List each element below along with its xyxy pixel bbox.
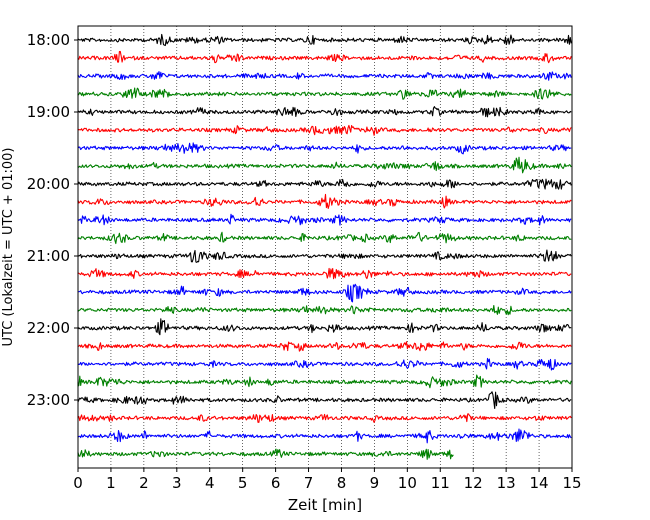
trace-line	[77, 374, 572, 389]
trace-line	[77, 142, 572, 155]
trace-line	[77, 213, 572, 226]
trace-line	[77, 341, 572, 352]
trace-line	[77, 267, 572, 280]
trace-line	[77, 71, 572, 81]
y-tick-label: 18:00	[27, 31, 70, 49]
x-tick-label: 13	[497, 474, 516, 492]
x-tick-label: 15	[562, 474, 581, 492]
y-tick-label: 19:00	[27, 103, 70, 121]
y-tick-label: 23:00	[27, 391, 70, 409]
y-tick-label: 20:00	[27, 175, 70, 193]
x-tick-label: 10	[398, 474, 417, 492]
seismogram-traces	[77, 33, 572, 460]
trace-line	[77, 231, 572, 245]
x-tick-label: 5	[238, 474, 248, 492]
x-tick-label: 4	[205, 474, 215, 492]
trace-line	[77, 283, 572, 303]
x-tick-label: 1	[106, 474, 116, 492]
trace-line	[77, 413, 572, 423]
x-tick-label: 14	[530, 474, 549, 492]
y-axis-label: UTC (Lokalzeit = UTC + 01:00)	[1, 148, 16, 347]
x-tick-label: 0	[73, 474, 83, 492]
trace-line	[77, 124, 572, 136]
trace-line	[77, 304, 572, 316]
trace-line	[77, 318, 572, 336]
trace-line	[77, 87, 572, 100]
y-axis-ticks: 18:00 19:00 20:00 21:00 22:00 23:00	[27, 31, 78, 409]
x-tick-label: 7	[304, 474, 314, 492]
x-tick-label: 12	[464, 474, 483, 492]
x-axis-label: Zeit [min]	[288, 496, 362, 514]
trace-line	[77, 448, 454, 460]
x-axis-ticks: 0 1 2 3 4 5 6 7 8 9 10 11 12 13 14 15	[73, 468, 582, 492]
trace-line	[77, 106, 572, 118]
x-tick-label: 9	[370, 474, 380, 492]
x-tick-label: 6	[271, 474, 281, 492]
x-tick-label: 8	[337, 474, 347, 492]
trace-line	[77, 33, 572, 47]
trace-line	[77, 428, 572, 444]
trace-line	[77, 50, 572, 64]
trace-line	[77, 357, 572, 371]
x-tick-label: 2	[139, 474, 149, 492]
x-tick-label: 11	[431, 474, 450, 492]
trace-line	[77, 391, 572, 409]
trace-line	[77, 178, 572, 190]
trace-line	[77, 193, 572, 210]
plot-frame	[77, 25, 573, 469]
y-tick-label: 21:00	[27, 247, 70, 265]
trace-line	[77, 156, 572, 174]
trace-line	[77, 249, 572, 263]
y-tick-label: 22:00	[27, 319, 70, 337]
x-tick-label: 3	[172, 474, 182, 492]
